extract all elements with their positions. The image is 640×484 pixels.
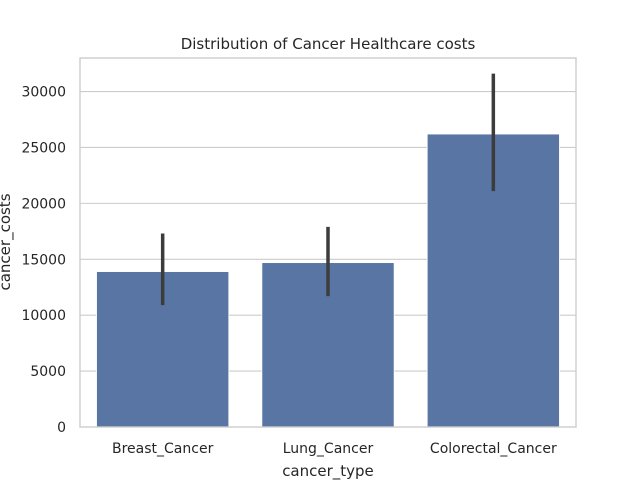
chart-title: Distribution of Cancer Healthcare costs (181, 35, 476, 53)
error-bars (160, 73, 496, 306)
y-tick-labels: 0 5000 10000 15000 20000 25000 30000 (21, 85, 66, 436)
y-tick-label: 5000 (30, 364, 66, 380)
x-tick-label: Colorectal_Cancer (430, 441, 557, 457)
y-tick-label: 30000 (21, 85, 66, 101)
y-axis-label: cancer_costs (0, 193, 15, 290)
y-tick-label: 10000 (21, 308, 66, 324)
y-tick-label: 25000 (21, 140, 66, 156)
x-axis-label: cancer_type (282, 462, 374, 480)
x-tick-label: Breast_Cancer (112, 441, 214, 457)
plot-frame (79, 57, 577, 428)
x-tick-labels: Breast_Cancer Lung_Cancer Colorectal_Cance… (112, 441, 557, 457)
x-tick-label: Lung_Cancer (283, 441, 374, 457)
y-tick-label: 20000 (21, 196, 66, 212)
y-tick-label: 15000 (21, 252, 66, 268)
y-tick-label: 0 (57, 420, 66, 436)
